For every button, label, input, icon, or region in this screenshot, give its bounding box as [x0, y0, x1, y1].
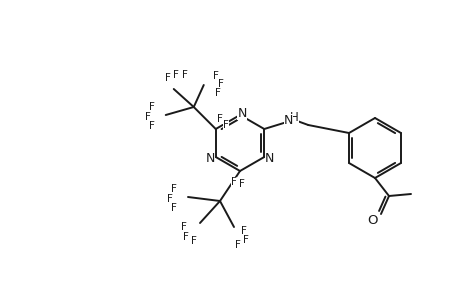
Text: N: N	[206, 152, 215, 164]
Text: N: N	[264, 152, 274, 164]
Text: F: F	[222, 120, 228, 130]
Text: F: F	[218, 79, 223, 89]
Text: F: F	[241, 226, 246, 236]
Text: F: F	[183, 232, 189, 242]
Text: N: N	[283, 113, 292, 127]
Text: F: F	[242, 235, 248, 245]
Text: F: F	[181, 70, 187, 80]
Text: F: F	[173, 70, 178, 80]
Text: F: F	[190, 236, 196, 246]
Text: F: F	[145, 112, 151, 122]
Text: F: F	[171, 203, 177, 213]
Text: F: F	[149, 102, 154, 112]
Text: N: N	[237, 106, 246, 119]
Text: F: F	[239, 179, 244, 189]
Text: F: F	[171, 184, 177, 194]
Text: F: F	[167, 194, 173, 204]
Text: H: H	[289, 110, 298, 124]
Text: F: F	[235, 240, 241, 250]
Text: F: F	[216, 114, 222, 124]
Text: F: F	[181, 222, 186, 232]
Text: F: F	[164, 73, 170, 83]
Text: F: F	[230, 177, 236, 187]
Text: F: F	[213, 71, 218, 81]
Text: O: O	[367, 214, 377, 227]
Text: F: F	[214, 88, 220, 98]
Text: F: F	[149, 121, 154, 131]
